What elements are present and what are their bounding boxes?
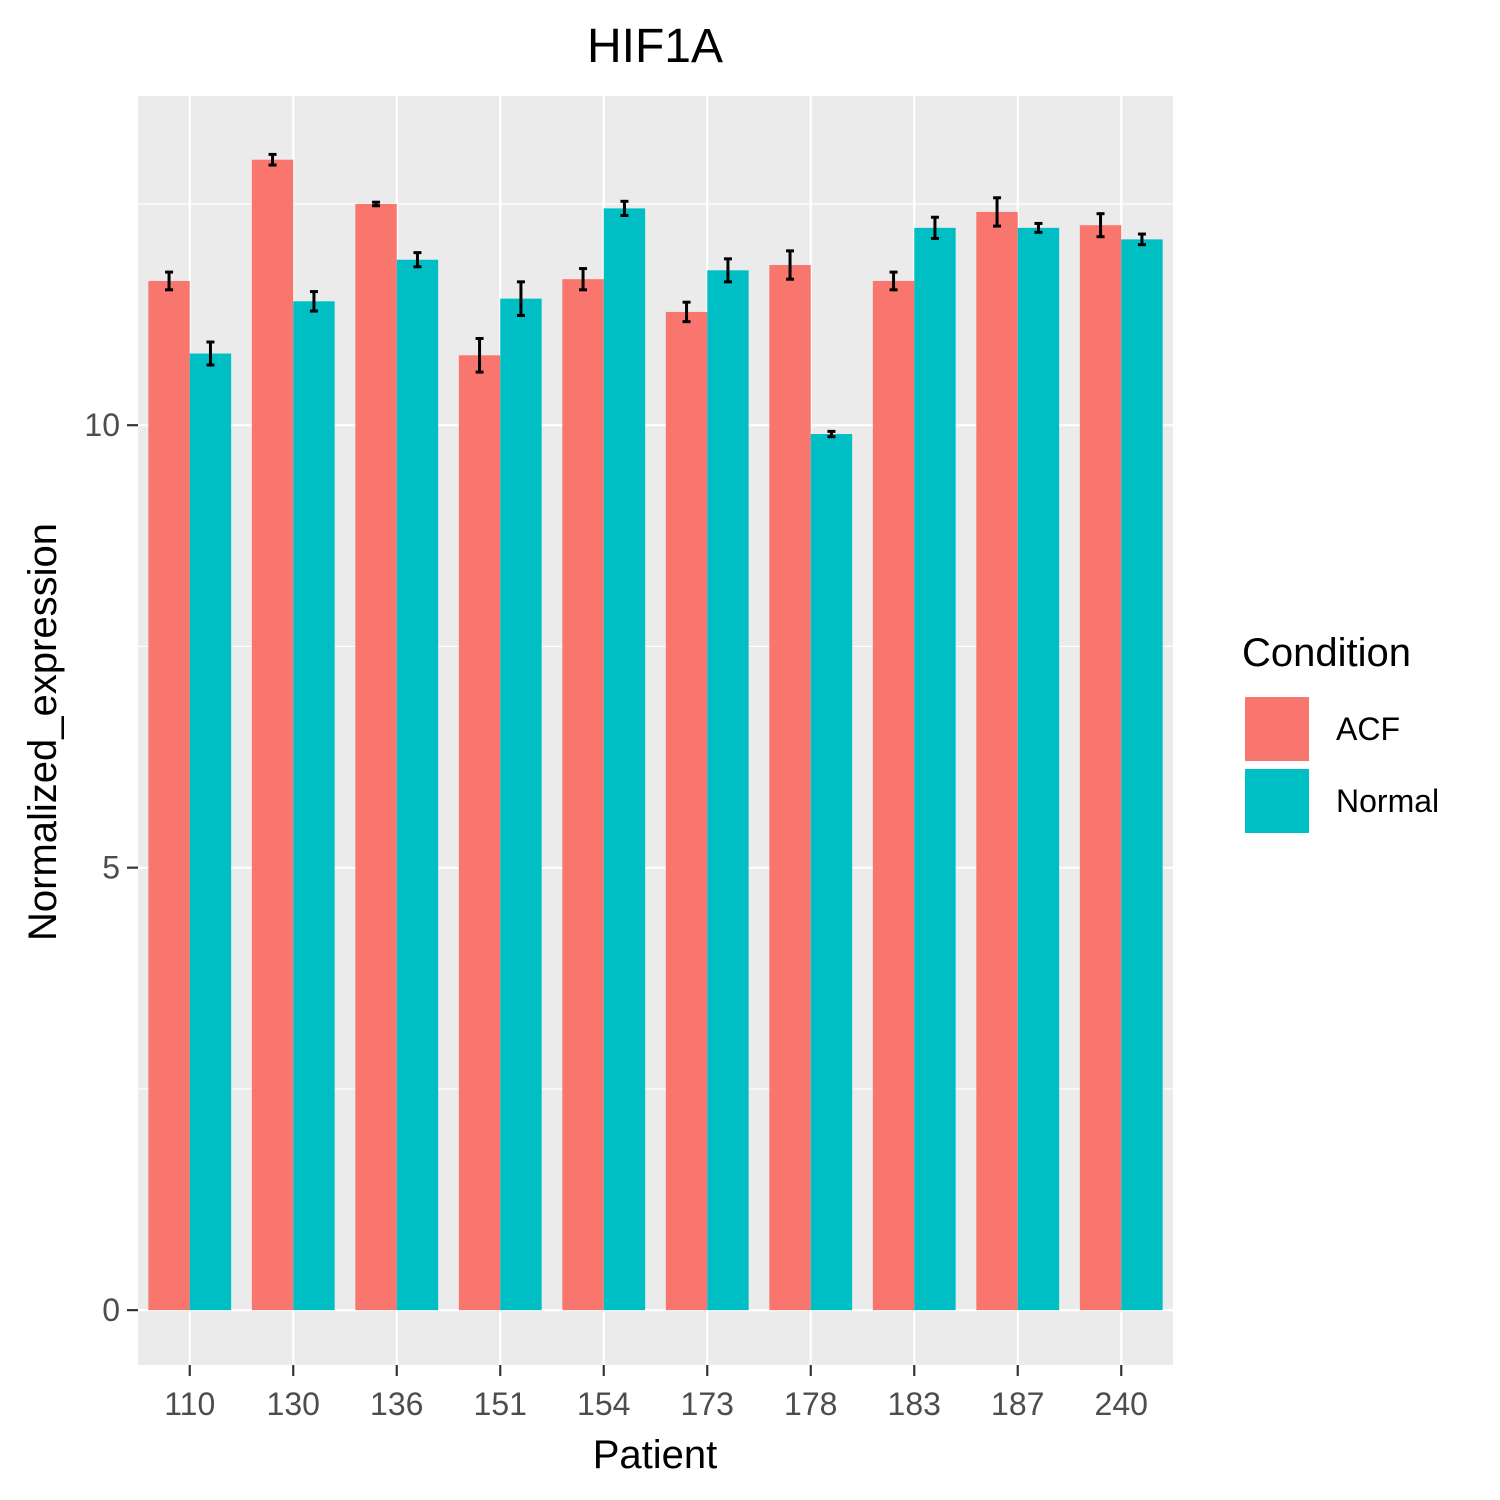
legend-key-acf (1243, 695, 1311, 763)
bar-acf-183 (872, 280, 915, 1311)
bar-normal-178 (810, 434, 853, 1311)
bar-normal-154 (603, 208, 646, 1311)
x-tick-label: 154 (577, 1386, 630, 1422)
bars (148, 159, 1163, 1311)
bar-normal-187 (1017, 227, 1060, 1311)
x-tick-label: 183 (888, 1386, 941, 1422)
legend-label-acf: ACF (1336, 711, 1400, 747)
bar-acf-187 (976, 211, 1018, 1311)
bar-acf-240 (1079, 225, 1122, 1311)
error-bars (165, 152, 1146, 439)
legend-key-normal (1243, 767, 1311, 835)
x-tick-label: 130 (267, 1386, 320, 1422)
legend: Condition ACF Normal (1242, 631, 1439, 835)
x-axis-title: Patient (593, 1433, 718, 1477)
chart-title: HIF1A (587, 20, 723, 73)
bar-acf-154 (562, 279, 604, 1311)
bar-acf-151 (458, 355, 501, 1311)
bar-normal-240 (1121, 239, 1163, 1311)
bar-normal-183 (914, 227, 956, 1311)
x-tick-label: 240 (1095, 1386, 1148, 1422)
bar-acf-178 (769, 265, 811, 1311)
legend-title: Condition (1242, 631, 1411, 675)
legend-label-normal: Normal (1336, 783, 1439, 819)
x-tick-label: 110 (164, 1386, 215, 1422)
bar-acf-173 (665, 311, 708, 1311)
y-tick-label: 5 (102, 850, 120, 886)
bar-normal-110 (189, 353, 232, 1311)
bar-acf-130 (251, 159, 294, 1311)
x-tick-label: 178 (784, 1386, 837, 1422)
y-tick-label: 10 (84, 407, 120, 443)
bar-acf-110 (148, 280, 190, 1311)
x-tick-label: 173 (681, 1386, 734, 1422)
y-tick-label: 0 (102, 1292, 120, 1328)
x-axis: 110 130 136 151 154 173 178 183 187 240 (164, 1365, 1148, 1422)
legend-items: ACF Normal (1243, 695, 1439, 835)
bar-acf-136 (355, 203, 397, 1311)
bar-normal-173 (707, 270, 749, 1311)
y-axis: 0 5 10 (84, 407, 138, 1328)
bar-normal-130 (293, 301, 335, 1311)
y-axis-title: Normalized_expression (21, 523, 65, 941)
x-tick-label: 187 (991, 1386, 1044, 1422)
x-tick-label: 151 (474, 1386, 527, 1422)
bar-normal-151 (500, 298, 542, 1311)
bar-normal-136 (396, 259, 439, 1311)
x-tick-label: 136 (370, 1386, 423, 1422)
